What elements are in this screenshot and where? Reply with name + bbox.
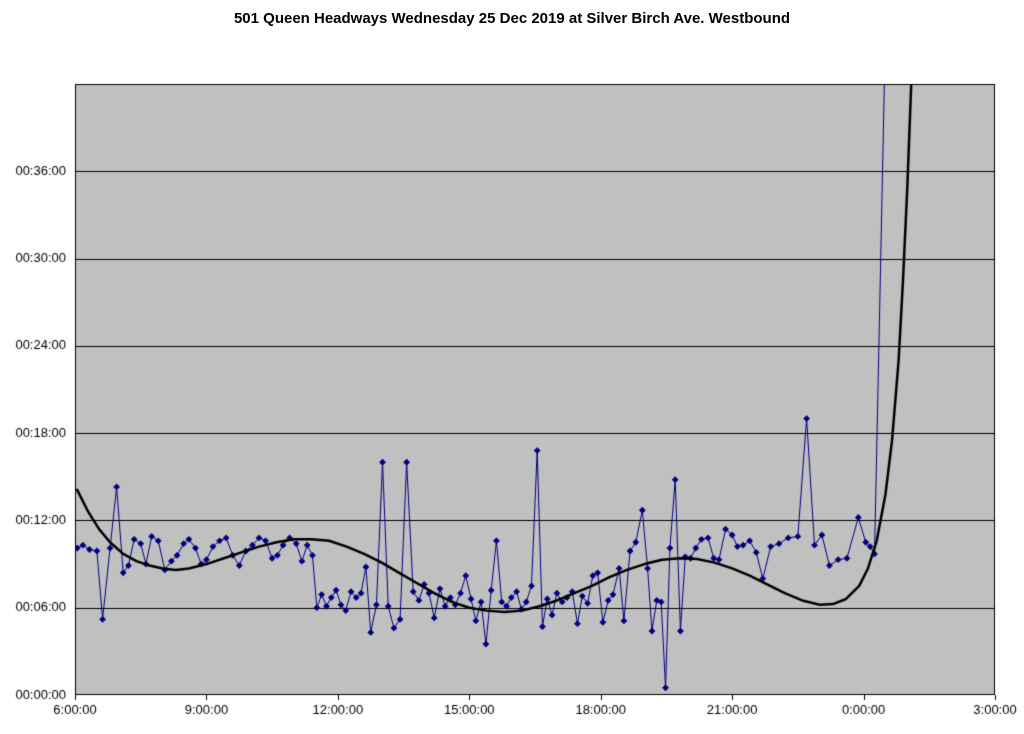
headway-chart-canvas xyxy=(0,34,1024,734)
chart-title: 501 Queen Headways Wednesday 25 Dec 2019… xyxy=(233,10,791,27)
